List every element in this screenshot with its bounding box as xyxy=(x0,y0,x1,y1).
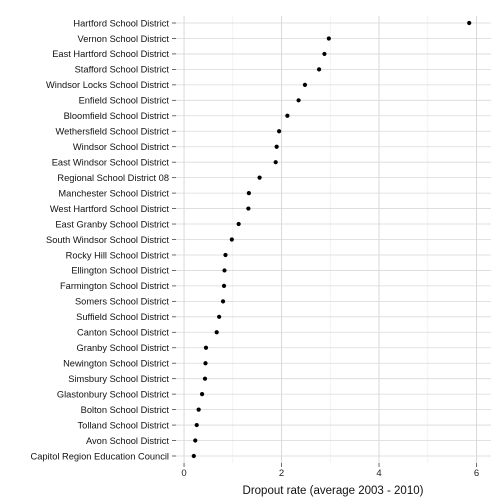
x-tick-label: 0 xyxy=(181,468,186,479)
x-tick-label: 6 xyxy=(474,468,479,479)
data-point xyxy=(203,345,209,350)
data-point xyxy=(217,314,222,319)
data-point xyxy=(257,175,262,180)
category-label: South Windsor School District xyxy=(46,235,169,245)
data-point xyxy=(199,392,205,397)
category-label: Wethersfield School District xyxy=(56,127,170,137)
category-label: Canton School District xyxy=(77,328,169,338)
category-label: Bolton School District xyxy=(81,405,170,415)
data-point xyxy=(285,113,290,118)
data-point xyxy=(246,206,251,211)
x-tick-label: 4 xyxy=(376,468,381,479)
data-point xyxy=(202,376,208,381)
category-label: Simsbury School District xyxy=(68,374,169,384)
x-axis-ticks: 0 2 4 6 xyxy=(181,463,479,479)
data-point xyxy=(194,422,199,428)
category-label: Bloomfield School District xyxy=(64,111,170,121)
category-label: East Hartford School District xyxy=(52,49,169,59)
data-point xyxy=(302,82,308,87)
data-point xyxy=(273,160,278,165)
data-point xyxy=(246,191,251,196)
data-point xyxy=(222,268,227,273)
data-point xyxy=(296,98,301,103)
category-label: Glastonbury School District xyxy=(57,389,170,399)
category-label: Newington School District xyxy=(63,359,169,369)
grid-layer xyxy=(176,16,491,463)
category-label: Farmington School District xyxy=(60,281,169,291)
category-label: East Windsor School District xyxy=(52,157,170,167)
data-point xyxy=(274,144,279,149)
data-point xyxy=(322,51,327,57)
category-label: East Granby School District xyxy=(55,219,169,229)
data-point xyxy=(326,36,331,41)
category-label: Granby School District xyxy=(77,343,170,353)
category-label: Ellington School District xyxy=(71,266,169,276)
x-axis-title: Dropout rate (average 2003 - 2010) xyxy=(243,485,424,497)
data-point xyxy=(276,129,282,134)
category-label: Vernon School District xyxy=(78,34,170,44)
data-point xyxy=(236,221,241,227)
data-point xyxy=(229,237,234,242)
data-point xyxy=(221,283,227,288)
data-point xyxy=(220,299,226,304)
category-label: Suffield School District xyxy=(76,312,169,322)
category-label: Somers School District xyxy=(75,297,169,307)
category-label: Stafford School District xyxy=(75,65,170,75)
data-point xyxy=(316,67,322,72)
category-labels: Hartford School District Vernon School Di… xyxy=(30,18,169,461)
category-label: West Hartford School District xyxy=(50,204,170,214)
x-tick-label: 2 xyxy=(279,468,284,479)
data-point xyxy=(203,361,208,366)
category-label: Enfield School District xyxy=(79,96,170,106)
data-point xyxy=(193,438,198,443)
data-points xyxy=(191,20,472,459)
category-label: Capitol Region Education Council xyxy=(30,451,169,461)
category-label: Hartford School District xyxy=(73,18,169,28)
y-tick-marks xyxy=(172,22,176,457)
category-label: Avon School District xyxy=(86,436,169,446)
category-label: Windsor Locks School District xyxy=(46,80,169,90)
data-point xyxy=(214,330,219,335)
category-label: Rocky Hill School District xyxy=(66,250,170,260)
category-label: Tolland School District xyxy=(78,420,170,430)
category-label: Manchester School District xyxy=(58,188,169,198)
category-label: Windsor School District xyxy=(73,142,170,152)
data-point xyxy=(196,407,201,412)
data-point xyxy=(191,453,196,459)
data-point xyxy=(223,252,228,258)
category-label: Regional School District 08 xyxy=(57,173,169,183)
data-point xyxy=(467,20,472,26)
